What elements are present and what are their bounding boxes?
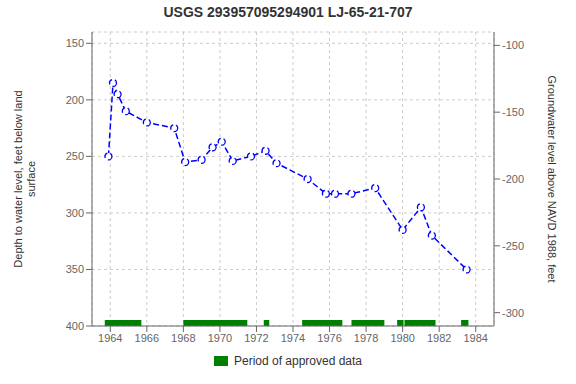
svg-text:300: 300 [66,207,84,219]
svg-text:-200: -200 [502,173,524,185]
svg-text:Groundwater level above NAVD 1: Groundwater level above NAVD 1988, feet [546,75,558,282]
svg-text:Depth to water level, feet bel: Depth to water level, feet below landsur… [12,90,37,267]
svg-text:150: 150 [66,37,84,49]
svg-text:350: 350 [66,263,84,275]
svg-text:1980: 1980 [390,332,414,344]
svg-text:1964: 1964 [98,332,122,344]
svg-text:-300: -300 [502,307,524,319]
svg-text:-150: -150 [502,106,524,118]
svg-text:1982: 1982 [427,332,451,344]
svg-text:400: 400 [66,320,84,332]
svg-text:1976: 1976 [317,332,341,344]
svg-text:1984: 1984 [463,332,487,344]
svg-text:250: 250 [66,150,84,162]
svg-text:1966: 1966 [135,332,159,344]
svg-text:-250: -250 [502,240,524,252]
svg-text:1972: 1972 [244,332,268,344]
svg-text:200: 200 [66,94,84,106]
svg-text:1978: 1978 [354,332,378,344]
svg-text:1974: 1974 [281,332,305,344]
svg-text:-100: -100 [502,39,524,51]
html-text:USGS 293957095294901 LJ-65-21-: USGS 293957095294901 LJ-65-21-707 [163,4,413,20]
svg-text:1970: 1970 [208,332,232,344]
svg-text:1968: 1968 [171,332,195,344]
html-text:Period of approved data: Period of approved data [234,354,362,368]
